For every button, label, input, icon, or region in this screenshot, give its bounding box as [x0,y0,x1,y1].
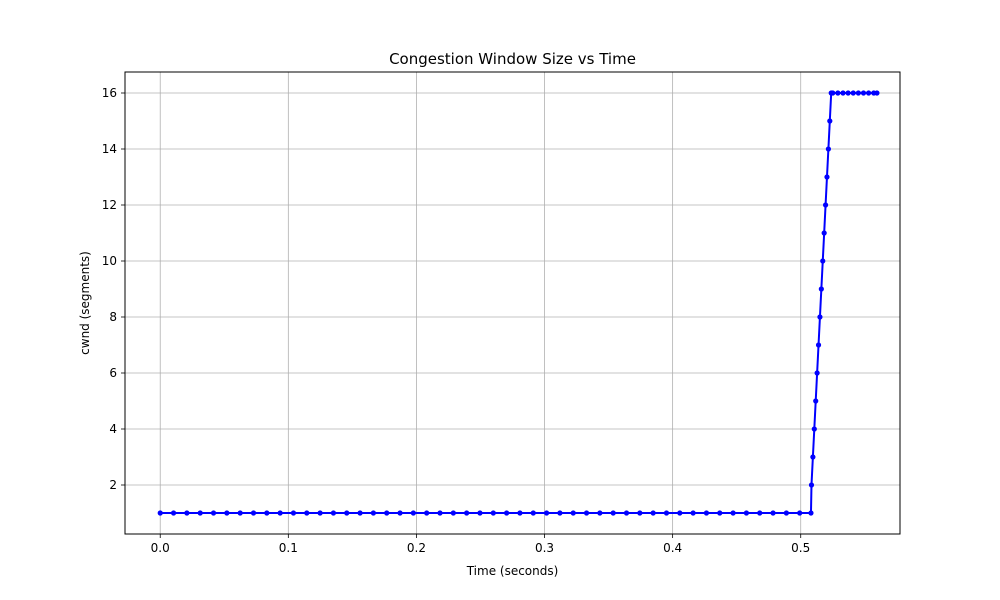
data-point-marker [623,510,630,516]
data-point-marker [808,510,814,516]
y-tick-label: 10 [102,254,117,268]
data-point-marker [597,510,603,516]
grid-lines [125,72,900,534]
data-point-marker [817,314,823,320]
data-point-marker [570,510,576,516]
data-point-marker [224,510,230,516]
data-point-marker [650,510,656,516]
data-point-marker [860,90,867,96]
data-point-marker [317,510,323,516]
data-point-marker [677,510,683,516]
data-point-marker [830,90,836,96]
y-tick-label: 12 [102,198,117,212]
data-point-marker [822,202,829,208]
data-point-marker [344,510,350,516]
data-point-marker [517,510,523,516]
data-point-marker [717,510,723,516]
chart-title: Congestion Window Size vs Time [389,50,636,68]
x-axis-label: Time (seconds) [466,564,559,578]
data-point-marker [157,510,163,516]
data-point-marker [825,146,831,152]
data-point-marker [824,174,830,180]
data-point-marker [757,510,763,516]
data-point-marker [845,90,851,96]
data-point-marker [874,90,880,96]
data-point-marker [814,370,820,376]
y-tick-label: 8 [109,310,117,324]
series-layer [157,90,880,516]
data-point-marker [357,510,363,516]
data-point-marker [290,510,297,516]
data-point-marker [810,454,816,460]
y-tick-label: 16 [102,86,117,100]
data-point-marker [304,510,310,516]
data-point-marker [815,342,822,348]
data-point-marker [450,510,456,516]
data-point-marker [783,510,789,516]
data-point-marker [703,510,710,516]
data-point-marker [237,510,243,516]
data-point-marker [813,398,819,404]
data-point-marker [797,510,803,516]
data-point-marker [490,510,496,516]
data-point-marker [410,510,416,516]
data-point-marker [530,510,536,516]
data-point-marker [850,90,856,96]
data-point-marker [835,90,841,96]
x-tick-label: 0.1 [279,541,298,555]
plot-area-frame [124,71,901,535]
axis-ticks: 0.0 0.1 0.2 0.3 0.4 0.5 2 4 6 8 10 12 14 16 [102,86,811,555]
data-point-marker [730,510,736,516]
data-point-marker [840,90,846,96]
data-point-marker [384,510,390,516]
data-point-marker [250,510,257,516]
x-tick-label: 0.3 [535,541,554,555]
y-tick-label: 2 [109,478,117,492]
y-tick-label: 6 [109,366,117,380]
data-point-marker [184,510,190,516]
data-point-marker [437,510,443,516]
data-point-marker [743,510,750,516]
data-point-marker [583,510,590,516]
data-point-marker [330,510,337,516]
x-tick-label: 0.5 [791,541,810,555]
data-point-marker [820,258,826,264]
x-tick-label: 0.2 [407,541,426,555]
data-point-marker [170,510,177,516]
data-point-marker [855,90,861,96]
data-point-marker [397,510,403,516]
y-tick-label: 4 [109,422,117,436]
data-point-marker [477,510,483,516]
data-point-marker [821,230,827,236]
data-point-marker [557,510,563,516]
data-point-marker [370,510,376,516]
data-point-marker [464,510,470,516]
data-point-marker [827,118,833,124]
y-tick-label: 14 [102,142,117,156]
y-axis-label: cwnd (segments) [78,251,92,355]
data-point-marker [770,510,776,516]
data-point-marker [690,510,696,516]
data-point-marker [197,510,203,516]
data-point-marker [866,90,872,96]
data-point-marker [264,510,270,516]
data-point-marker [811,426,817,432]
data-point-marker [610,510,616,516]
data-point-marker [210,510,217,516]
data-point-marker [637,510,643,516]
data-point-marker [424,510,430,516]
data-point-marker [808,482,815,488]
x-tick-label: 0.4 [663,541,682,555]
data-point-marker [543,510,550,516]
data-point-marker [818,286,824,292]
data-point-marker [504,510,510,516]
data-point-marker [663,510,670,516]
data-point-marker [277,510,283,516]
x-tick-label: 0.0 [151,541,170,555]
